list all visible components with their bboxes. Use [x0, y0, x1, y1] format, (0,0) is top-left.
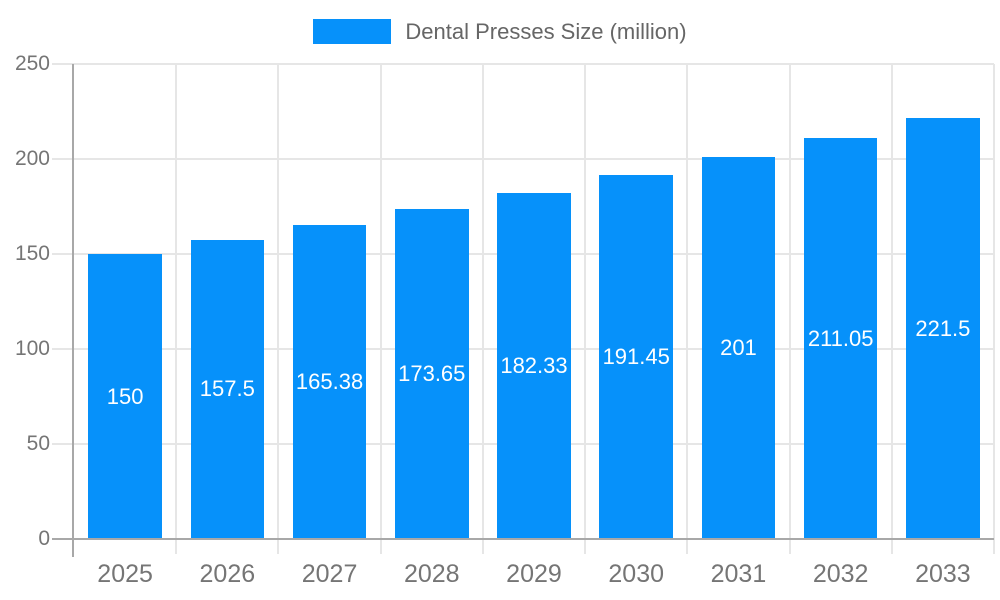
x-gridline — [788, 64, 791, 539]
bar-value-label: 191.45 — [602, 344, 670, 370]
bar[interactable] — [292, 224, 367, 538]
bar[interactable] — [906, 118, 980, 538]
y-axis-label: 250 — [14, 52, 50, 75]
x-axis-label: 2032 — [812, 560, 869, 588]
x-tick — [686, 539, 689, 554]
bar[interactable] — [701, 157, 776, 538]
x-tick — [584, 539, 587, 554]
y-axis-label: 50 — [26, 432, 50, 455]
bar[interactable] — [599, 175, 674, 538]
x-tick — [890, 539, 893, 554]
legend-label: Dental Presses Size (million) — [405, 18, 687, 44]
x-gridline — [890, 64, 893, 539]
bar-value-label: 173.65 — [398, 361, 466, 387]
x-tick — [993, 539, 995, 554]
bar-value-label: 157.5 — [199, 376, 255, 402]
x-axis-label: 2031 — [710, 560, 767, 588]
x-gridline — [584, 64, 587, 539]
x-axis-line — [52, 538, 994, 540]
x-tick — [481, 539, 484, 554]
y-axis-label: 200 — [14, 147, 50, 170]
x-gridline — [277, 64, 280, 539]
x-gridline — [379, 64, 382, 539]
bar-value-label: 201 — [720, 335, 757, 361]
x-axis-label: 2033 — [915, 560, 971, 588]
bar-value-label: 211.05 — [807, 325, 874, 351]
x-tick — [379, 539, 382, 554]
y-tick — [52, 348, 74, 350]
x-axis-label: 2026 — [199, 560, 256, 588]
x-axis-label: 2025 — [97, 560, 153, 588]
bar[interactable] — [88, 254, 162, 538]
x-axis-label: 2027 — [301, 560, 358, 588]
bar[interactable] — [803, 138, 878, 538]
bar[interactable] — [394, 209, 469, 538]
bar[interactable] — [190, 239, 265, 538]
y-axis-label: 0 — [38, 527, 50, 550]
x-gridline — [175, 64, 178, 539]
y-tick — [52, 443, 74, 445]
bar[interactable] — [497, 192, 571, 538]
y-axis-label: 100 — [14, 337, 50, 360]
y-axis-label: 150 — [14, 242, 50, 265]
x-gridline — [481, 64, 484, 539]
y-axis-line — [72, 64, 74, 557]
y-gridline — [74, 63, 994, 65]
chart-legend[interactable]: Dental Presses Size (million) — [0, 16, 1000, 46]
y-tick — [52, 158, 74, 160]
x-tick — [175, 539, 178, 554]
x-axis-label: 2028 — [403, 560, 460, 588]
x-gridline — [686, 64, 689, 539]
bar-value-label: 182.33 — [500, 352, 568, 378]
y-tick — [52, 63, 74, 65]
x-tick — [277, 539, 280, 554]
legend-swatch-icon — [313, 18, 392, 44]
bar-value-label: 150 — [106, 383, 144, 409]
bar-value-label: 165.38 — [295, 368, 364, 394]
x-axis-label: 2030 — [608, 560, 665, 588]
x-axis-label: 2029 — [506, 560, 562, 588]
x-tick — [788, 539, 791, 554]
y-tick — [52, 253, 74, 255]
x-gridline — [993, 64, 995, 539]
y-gridline — [74, 158, 994, 160]
bar-value-label: 221.5 — [915, 315, 971, 341]
